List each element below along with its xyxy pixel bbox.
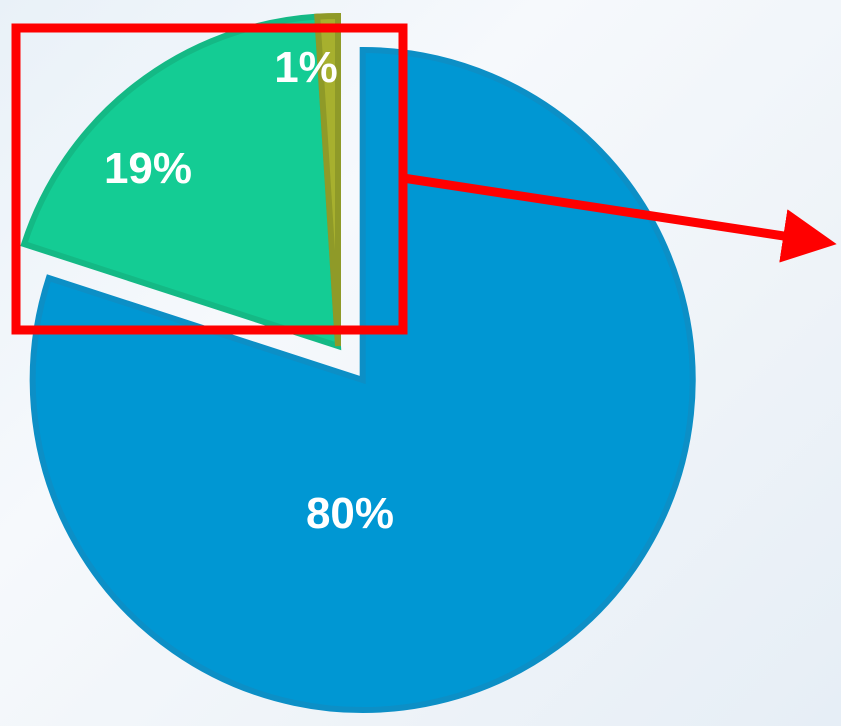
slice-label-1: 1% (274, 43, 338, 92)
pie-labels: 80% 19% 1% (104, 43, 394, 538)
callout-arrow (402, 173, 837, 263)
slice-label-19: 19% (104, 144, 192, 193)
pie-slice-1 (314, 12, 341, 347)
pie-slices (20, 12, 696, 713)
pie-slice-19 (20, 13, 342, 351)
pie-slice-80 (29, 46, 696, 713)
slice-label-80: 80% (306, 489, 394, 538)
